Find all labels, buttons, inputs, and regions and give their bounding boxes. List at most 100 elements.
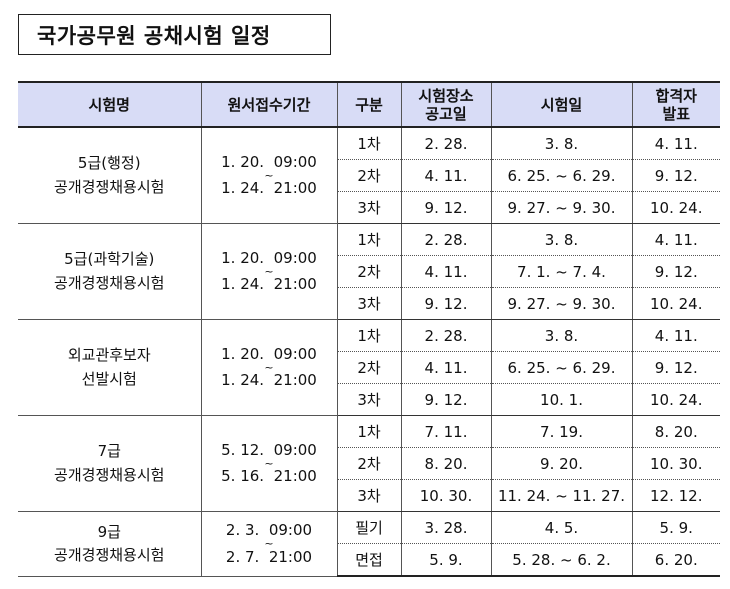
exam-date-cell: 4. 5. [490, 511, 633, 544]
venue-notice-cell: 9. 12. [400, 191, 492, 224]
exam-date-cell: 3. 8. [490, 126, 633, 160]
venue-notice-cell: 9. 12. [400, 383, 492, 416]
division-cell: 3차 [336, 479, 402, 512]
period-tilde: ~ [264, 168, 274, 182]
period-end: 2. 7. 21:00 [225, 547, 313, 566]
table-body: 5급(행정) 공개경쟁채용시험 1. 20. 09:00 ~1. 24. 21:00 1… [18, 126, 720, 577]
table-row: 7급 공개경쟁채용시험 5. 12. 09:00 ~5. 16. 21:00 1차 7. … [18, 415, 720, 512]
header-division: 구분 [336, 81, 402, 128]
period-tilde: ~ [264, 456, 274, 470]
table-row: 3차 9. 12. 10. 1. 10. 24. [18, 383, 720, 416]
exam-date-cell: 9. 27. ~ 9. 30. [490, 191, 633, 224]
exam-name-cell: 5급(행정) 공개경쟁채용시험 [18, 126, 202, 224]
table-row: 3차 10. 30. 11. 24. ~ 11. 27. 12. 12. [18, 479, 720, 512]
application-period-cell: 1. 20. 09:00 ~1. 24. 21:00 [200, 319, 338, 416]
exam-name-line1: 5급(과학기술) [64, 250, 155, 269]
table-row: 5급(과학기술) 공개경쟁채용시험 1. 20. 09:00 ~1. 24. 21:0… [18, 223, 720, 320]
division-cell: 3차 [336, 287, 402, 320]
header-row: 시험명 원서접수기간 구분 시험장소 공고일 시험일 합격자 발표 [18, 81, 720, 128]
venue-notice-cell: 4. 11. [400, 351, 492, 384]
exam-date-cell: 7. 1. ~ 7. 4. [490, 255, 633, 288]
result-cell: 9. 12. [631, 255, 720, 288]
period-start: 1. 20. 09:00 [221, 249, 317, 268]
header-exam-date: 시험일 [490, 81, 633, 128]
period-end: 1. 24. 21:00 [221, 179, 317, 198]
table-row: 3차 9. 12. 9. 27. ~ 9. 30. 10. 24. [18, 191, 720, 224]
result-cell: 10. 30. [631, 447, 720, 480]
result-cell: 6. 20. [631, 543, 720, 577]
exam-name-line1: 9급 [97, 522, 121, 541]
result-cell: 4. 11. [631, 126, 720, 160]
header-exam-name: 시험명 [18, 81, 202, 128]
table-row: 외교관후보자 선발시험 1. 20. 09:00 ~1. 24. 21:00 1차 2. … [18, 319, 720, 416]
exam-date-cell: 3. 8. [490, 319, 633, 352]
table-row: 3차 9. 12. 9. 27. ~ 9. 30. 10. 24. [18, 287, 720, 320]
period-end: 1. 24. 21:00 [221, 275, 317, 294]
venue-notice-cell: 5. 9. [400, 543, 492, 577]
application-period-cell: 2. 3. 09:00 ~2. 7. 21:00 [200, 511, 338, 577]
application-period-cell: 5. 12. 09:00 ~5. 16. 21:00 [200, 415, 338, 512]
division-cell: 2차 [336, 447, 402, 480]
table-row: 9급 공개경쟁채용시험 2. 3. 09:00 ~2. 7. 21:00 필기 3. 28… [18, 511, 720, 577]
exam-date-cell: 10. 1. [490, 383, 633, 416]
header-result-line1: 합격자 [655, 86, 697, 105]
table-row: 2차 4. 11. 7. 1. ~ 7. 4. 9. 12. [18, 255, 720, 288]
exam-name-line1: 7급 [97, 442, 121, 461]
venue-notice-cell: 2. 28. [400, 126, 492, 160]
venue-notice-cell: 2. 28. [400, 223, 492, 256]
header-result: 합격자 발표 [631, 81, 720, 128]
exam-schedule-table: 시험명 원서접수기간 구분 시험장소 공고일 시험일 합격자 발표 5급(행정)… [18, 81, 720, 577]
result-cell: 5. 9. [631, 511, 720, 544]
period-start: 2. 3. 09:00 [225, 521, 313, 540]
header-result-line2: 발표 [662, 104, 691, 123]
division-cell: 1차 [336, 223, 402, 256]
period-tilde: ~ [264, 360, 274, 374]
result-cell: 9. 12. [631, 351, 720, 384]
exam-date-cell: 6. 25. ~ 6. 29. [490, 351, 633, 384]
exam-name-cell: 7급 공개경쟁채용시험 [18, 415, 202, 512]
application-period-cell: 1. 20. 09:00 ~1. 24. 21:00 [200, 126, 338, 224]
exam-date-cell: 7. 19. [490, 415, 633, 448]
result-cell: 4. 11. [631, 319, 720, 352]
division-cell: 3차 [336, 383, 402, 416]
division-cell: 2차 [336, 255, 402, 288]
venue-notice-cell: 4. 11. [400, 159, 492, 192]
period-end: 1. 24. 21:00 [221, 371, 317, 390]
result-cell: 10. 24. [631, 287, 720, 320]
venue-notice-cell: 9. 12. [400, 287, 492, 320]
exam-name-line2: 선발시험 [81, 369, 137, 388]
table-row: 2차 4. 11. 6. 25. ~ 6. 29. 9. 12. [18, 159, 720, 192]
result-cell: 10. 24. [631, 191, 720, 224]
application-period-cell: 1. 20. 09:00 ~1. 24. 21:00 [200, 223, 338, 320]
header-venue-notice: 시험장소 공고일 [400, 81, 492, 128]
result-cell: 4. 11. [631, 223, 720, 256]
header-application-period: 원서접수기간 [200, 81, 338, 128]
period-tilde: ~ [264, 264, 274, 278]
exam-name-line2: 공개경쟁채용시험 [54, 273, 165, 292]
exam-name-line2: 공개경쟁채용시험 [54, 545, 165, 564]
exam-name-cell: 5급(과학기술) 공개경쟁채용시험 [18, 223, 202, 320]
table-row: 5급(행정) 공개경쟁채용시험 1. 20. 09:00 ~1. 24. 21:00 1… [18, 126, 720, 224]
division-cell: 3차 [336, 191, 402, 224]
result-cell: 9. 12. [631, 159, 720, 192]
period-start: 1. 20. 09:00 [221, 345, 317, 364]
period-start: 5. 12. 09:00 [221, 441, 317, 460]
result-cell: 12. 12. [631, 479, 720, 512]
period-end: 5. 16. 21:00 [221, 467, 317, 486]
exam-name-line2: 공개경쟁채용시험 [54, 177, 165, 196]
exam-date-cell: 11. 24. ~ 11. 27. [490, 479, 633, 512]
venue-notice-cell: 7. 11. [400, 415, 492, 448]
venue-notice-cell: 3. 28. [400, 511, 492, 544]
exam-date-cell: 5. 28. ~ 6. 2. [490, 543, 633, 577]
exam-name-cell: 외교관후보자 선발시험 [18, 319, 202, 416]
header-venue-notice-line1: 시험장소 [418, 86, 474, 105]
division-cell: 필기 [336, 511, 402, 544]
division-cell: 2차 [336, 351, 402, 384]
exam-date-cell: 3. 8. [490, 223, 633, 256]
exam-name-line1: 5급(행정) [77, 154, 141, 173]
result-cell: 8. 20. [631, 415, 720, 448]
exam-date-cell: 6. 25. ~ 6. 29. [490, 159, 633, 192]
venue-notice-cell: 10. 30. [400, 479, 492, 512]
division-cell: 면접 [336, 543, 402, 577]
